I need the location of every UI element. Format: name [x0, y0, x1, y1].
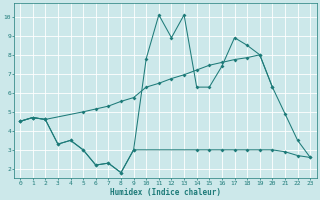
X-axis label: Humidex (Indice chaleur): Humidex (Indice chaleur) [110, 188, 220, 197]
